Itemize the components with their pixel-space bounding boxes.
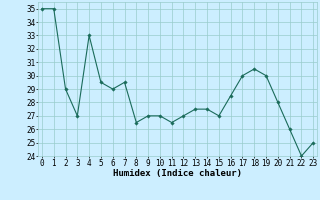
X-axis label: Humidex (Indice chaleur): Humidex (Indice chaleur) — [113, 169, 242, 178]
